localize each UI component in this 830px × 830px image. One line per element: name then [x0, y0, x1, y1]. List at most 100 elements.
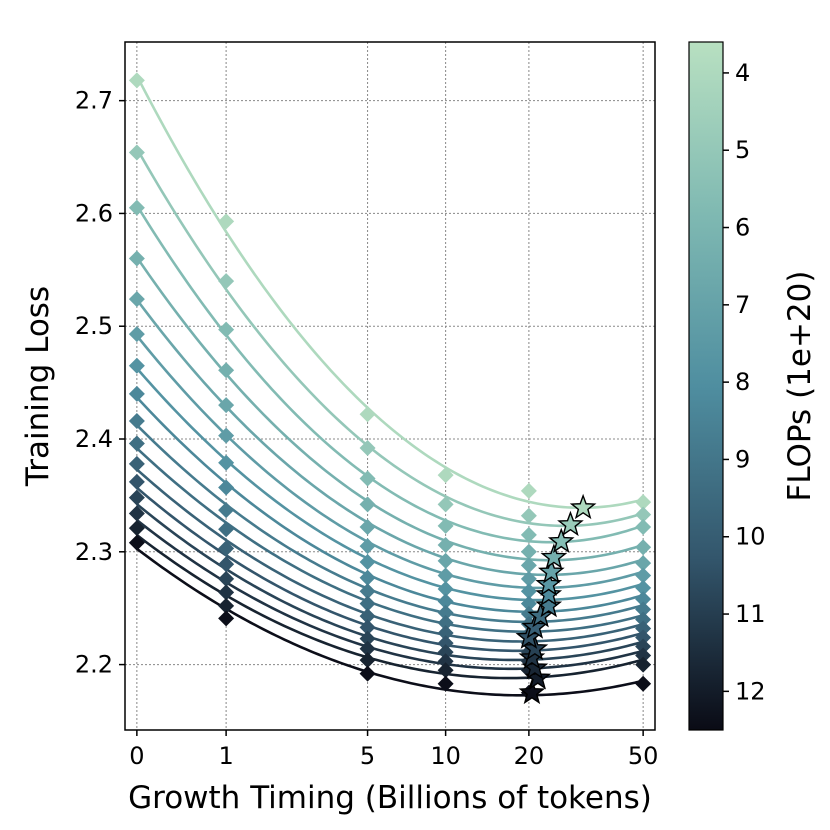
grid-layer	[125, 42, 655, 730]
data-point	[218, 454, 235, 471]
data-point	[437, 604, 454, 621]
data-point	[437, 614, 454, 631]
data-point	[218, 570, 235, 587]
data-point	[520, 583, 537, 600]
data-point	[635, 494, 652, 511]
data-point	[359, 553, 376, 570]
series-line	[135, 147, 644, 528]
data-point	[437, 496, 454, 513]
data-point	[218, 556, 235, 573]
data-point	[128, 505, 145, 522]
data-point	[218, 540, 235, 557]
optimum-star	[540, 543, 568, 569]
data-point	[437, 517, 454, 534]
colorbar-tick-label: 6	[735, 214, 750, 242]
data-point	[218, 479, 235, 496]
series-line	[135, 447, 644, 633]
data-point	[128, 250, 145, 267]
data-point	[635, 579, 652, 596]
data-point	[218, 597, 235, 614]
optimum-star	[547, 527, 575, 553]
data-point	[359, 440, 376, 457]
data-point	[128, 385, 145, 402]
optimum-star	[557, 510, 584, 537]
series-line	[135, 424, 644, 624]
data-point	[635, 675, 652, 692]
data-point	[128, 326, 145, 343]
data-point	[359, 470, 376, 487]
data-point	[635, 555, 652, 572]
data-point	[359, 518, 376, 535]
data-point	[128, 357, 145, 374]
data-point	[128, 72, 145, 89]
y-tick-label: 2.7	[75, 87, 113, 115]
x-tick-label: 5	[360, 742, 375, 770]
data-point	[520, 482, 537, 499]
data-point	[218, 427, 235, 444]
series-line	[135, 298, 644, 577]
data-point	[218, 610, 235, 627]
optimum-star	[535, 591, 563, 618]
series-line	[135, 256, 644, 562]
colorbar-tick-label: 9	[735, 445, 750, 473]
data-point	[359, 652, 376, 669]
colorbar	[688, 41, 724, 731]
data-point	[218, 521, 235, 538]
data-point	[128, 473, 145, 490]
x-axis-label: Growth Timing (Billions of tokens)	[128, 780, 652, 816]
series-line	[135, 367, 644, 602]
data-point	[437, 635, 454, 652]
data-point	[359, 583, 376, 600]
data-point	[635, 601, 652, 618]
data-point	[437, 593, 454, 610]
y-tick-label: 2.3	[75, 538, 113, 566]
data-point	[359, 569, 376, 586]
data-point	[359, 595, 376, 612]
data-point	[520, 507, 537, 524]
data-point	[635, 647, 652, 664]
data-point	[635, 518, 652, 535]
data-point	[635, 629, 652, 646]
data-point	[520, 595, 537, 612]
series-line	[135, 204, 644, 544]
data-point	[359, 640, 376, 657]
series-line	[135, 334, 644, 590]
series-line	[135, 468, 644, 643]
colorbar-ticks: 4 5 6 7 8 9 10 11 12	[723, 59, 766, 705]
data-point	[437, 581, 454, 598]
curves-layer	[135, 75, 644, 697]
x-tick-label: 1	[218, 742, 233, 770]
data-point	[359, 630, 376, 647]
data-point	[359, 619, 376, 636]
optimum-stars-layer	[515, 493, 597, 705]
colorbar-tick-label: 4	[735, 59, 750, 87]
x-tick-label: 50	[628, 742, 659, 770]
data-point	[437, 662, 454, 679]
data-point	[520, 526, 537, 543]
y-axis-label: Training Loss	[20, 286, 56, 487]
data-point	[520, 543, 537, 560]
colorbar-tick-label: 7	[735, 291, 750, 319]
data-point	[359, 406, 376, 423]
colorbar-label: FLOPs (1e+20)	[782, 271, 818, 502]
data-point	[128, 291, 145, 308]
x-tick-label: 20	[514, 742, 545, 770]
data-point	[437, 675, 454, 692]
y-tick-label: 2.5	[75, 312, 113, 340]
colorbar-tick-label: 10	[735, 523, 766, 551]
y-ticks: 2.2 2.3 2.4 2.5 2.6 2.7	[75, 87, 125, 679]
data-point	[359, 538, 376, 555]
plot-frame	[124, 41, 656, 731]
x-ticks: 0 1 5 10 20 50	[129, 730, 658, 770]
colorbar-tick-label: 5	[735, 136, 750, 164]
optimum-star	[569, 493, 597, 520]
data-point	[128, 520, 145, 537]
data-point	[218, 321, 235, 338]
data-point	[635, 656, 652, 673]
data-point	[359, 608, 376, 625]
optimum-star	[518, 678, 546, 705]
data-point	[437, 537, 454, 554]
data-point	[635, 567, 652, 584]
series-line	[135, 75, 644, 510]
